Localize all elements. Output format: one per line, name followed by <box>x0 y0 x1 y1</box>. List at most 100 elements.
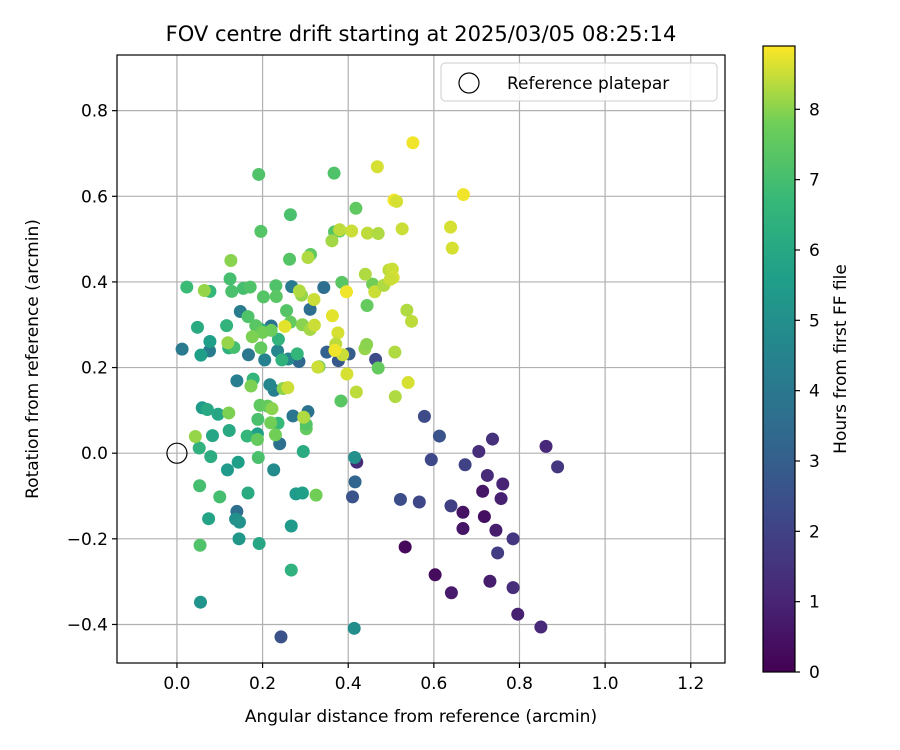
y-tick-label: 0.2 <box>81 359 108 379</box>
data-point <box>345 490 359 504</box>
data-point <box>254 224 268 238</box>
data-point <box>175 342 189 356</box>
data-point <box>360 298 374 312</box>
data-point <box>265 402 279 416</box>
data-point <box>286 409 300 423</box>
data-point <box>222 424 236 438</box>
data-point <box>395 222 409 236</box>
data-point <box>252 537 266 551</box>
data-point <box>290 347 304 361</box>
data-point <box>274 630 288 644</box>
colorbar-ticks: 0 1 2 3 4 5 6 7 8 <box>795 100 820 683</box>
colorbar-label: Hours from first FF file <box>831 264 851 454</box>
data-point <box>534 620 548 634</box>
data-point <box>506 581 520 595</box>
chart-title: FOV centre drift starting at 2025/03/05 … <box>166 22 677 46</box>
data-point <box>241 310 255 324</box>
data-point <box>295 486 309 500</box>
data-point <box>489 523 503 537</box>
data-point <box>349 385 363 399</box>
data-point <box>325 234 339 248</box>
data-point <box>194 348 208 362</box>
data-points <box>175 136 565 644</box>
data-point <box>211 407 225 421</box>
y-tick-label: 0.0 <box>81 444 108 464</box>
data-point <box>200 403 214 417</box>
data-point <box>271 332 285 346</box>
data-point <box>256 290 270 304</box>
data-point <box>347 621 361 635</box>
data-point <box>224 254 238 268</box>
x-axis-ticks: 0.0 0.2 0.4 0.6 0.8 1.0 1.2 <box>163 663 704 694</box>
data-point <box>456 522 470 536</box>
colorbar-tick-label: 6 <box>809 241 820 261</box>
data-point <box>243 280 257 294</box>
data-point <box>331 326 345 340</box>
data-point <box>193 538 207 552</box>
data-point <box>190 320 204 334</box>
x-tick-label: 0.6 <box>420 674 447 694</box>
data-point <box>417 409 431 423</box>
data-point <box>307 318 321 332</box>
y-tick-label: 0.6 <box>81 187 108 207</box>
data-point <box>221 336 235 350</box>
x-tick-label: 0.8 <box>506 674 533 694</box>
data-point <box>511 607 525 621</box>
data-point <box>202 512 216 526</box>
data-point <box>444 220 458 234</box>
data-point <box>401 376 415 390</box>
data-point <box>241 486 255 500</box>
colorbar: 0 1 2 3 4 5 6 7 8 Hours from first FF file <box>762 45 851 683</box>
data-point <box>284 563 298 577</box>
data-point <box>193 479 207 493</box>
data-point <box>360 337 374 351</box>
data-point <box>275 353 289 367</box>
data-point <box>256 325 270 339</box>
data-point <box>192 441 206 455</box>
reference-marker <box>166 442 188 464</box>
data-point <box>393 492 407 506</box>
data-point <box>180 280 194 294</box>
data-point <box>339 285 353 299</box>
data-point <box>301 251 315 265</box>
data-point <box>296 444 310 458</box>
data-point <box>278 319 292 333</box>
data-point <box>317 280 331 294</box>
data-point <box>188 429 202 443</box>
data-point <box>486 432 500 446</box>
data-point <box>340 367 354 381</box>
data-point <box>445 241 459 255</box>
data-point <box>230 374 244 388</box>
reference-platepar-marker <box>166 442 188 464</box>
colorbar-tick-label: 7 <box>809 171 820 191</box>
data-point <box>456 505 470 519</box>
data-point <box>388 390 402 404</box>
legend-entry-reference: Reference platepar <box>507 74 669 94</box>
data-point <box>220 319 234 333</box>
y-axis-label: Rotation from reference (arcmin) <box>23 219 43 499</box>
data-point <box>371 227 385 241</box>
data-point <box>311 360 325 374</box>
data-point <box>283 208 297 222</box>
data-point <box>400 303 414 317</box>
data-point <box>444 586 458 600</box>
data-point <box>428 568 442 582</box>
data-point <box>269 289 283 303</box>
data-point <box>232 532 246 546</box>
data-point <box>494 492 508 506</box>
data-point <box>292 284 306 298</box>
data-point <box>203 334 217 348</box>
data-point <box>506 532 520 546</box>
data-point <box>480 468 494 482</box>
data-point <box>348 450 362 464</box>
data-point <box>244 379 258 393</box>
data-point <box>444 499 458 513</box>
data-point <box>283 252 297 266</box>
y-axis-ticks: −0.4 −0.2 0.0 0.2 0.4 0.6 0.8 <box>67 102 117 635</box>
data-point <box>280 304 294 318</box>
data-point <box>251 412 265 426</box>
data-point <box>551 460 565 474</box>
data-point <box>333 223 347 237</box>
data-point <box>405 314 419 328</box>
